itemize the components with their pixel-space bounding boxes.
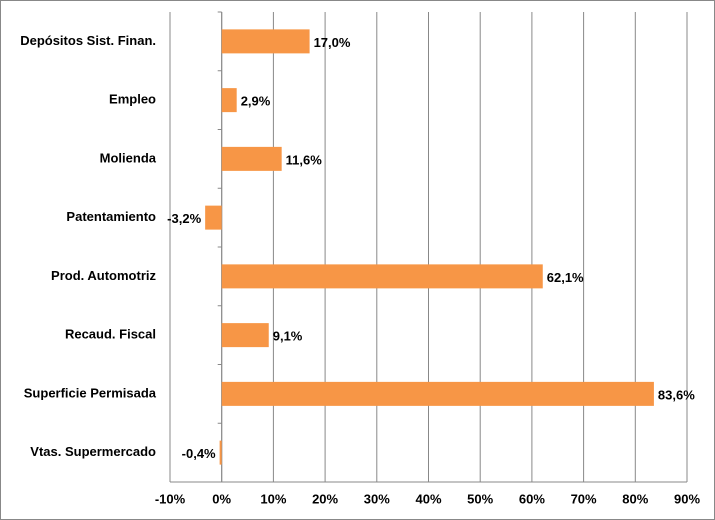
bar <box>221 88 237 113</box>
value-label: 9,1% <box>273 329 303 344</box>
x-tick-label: 80% <box>622 491 648 506</box>
y-tick-label: Recaud. Fiscal <box>65 327 156 342</box>
y-tick-label: Depósitos Sist. Finan. <box>20 33 156 48</box>
x-tick-label: 70% <box>571 491 597 506</box>
x-tick-label: 0% <box>212 491 231 506</box>
bar <box>221 146 282 171</box>
value-label: 83,6% <box>658 387 695 402</box>
x-tick-label: 60% <box>519 491 545 506</box>
x-tick-label: -10% <box>155 491 186 506</box>
bar <box>219 440 222 465</box>
bar <box>221 323 269 348</box>
x-tick-label: 40% <box>415 491 441 506</box>
bar <box>221 29 310 54</box>
y-tick-label: Vtas. Supermercado <box>30 444 156 459</box>
bar <box>205 205 222 230</box>
value-label: 62,1% <box>547 270 584 285</box>
x-tick-label: 10% <box>260 491 286 506</box>
bar <box>221 264 543 289</box>
value-label: 11,6% <box>286 152 323 167</box>
y-tick-label: Molienda <box>100 150 157 165</box>
x-tick-label: 30% <box>364 491 390 506</box>
y-tick-label: Empleo <box>109 92 156 107</box>
x-tick-label: 90% <box>674 491 700 506</box>
x-tick-label: 50% <box>467 491 493 506</box>
value-label: 17,0% <box>314 35 351 50</box>
x-tick-label: 20% <box>312 491 338 506</box>
value-label: -0,4% <box>182 446 216 461</box>
value-label: -3,2% <box>167 211 201 226</box>
value-label: 2,9% <box>241 94 271 109</box>
y-tick-label: Patentamiento <box>66 209 156 224</box>
y-tick-label: Superficie Permisada <box>24 385 157 400</box>
bar <box>221 381 654 406</box>
y-tick-label: Prod. Automotriz <box>51 268 156 283</box>
